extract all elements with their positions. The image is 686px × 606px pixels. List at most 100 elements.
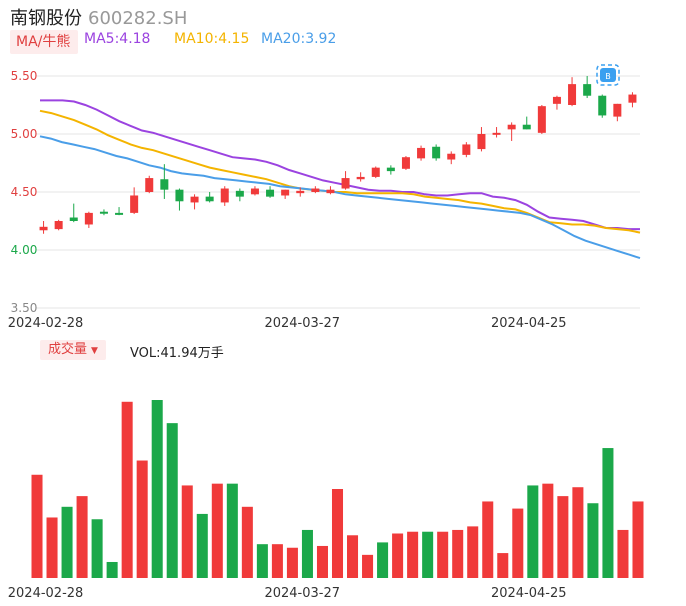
- candle-body: [447, 153, 456, 160]
- candle-body: [598, 95, 607, 116]
- volume-bar: [392, 533, 404, 578]
- candle-body: [341, 178, 350, 189]
- candle-body: [417, 147, 426, 159]
- candle-body: [628, 94, 637, 103]
- volume-bar: [437, 531, 449, 578]
- chart-badge-icon[interactable]: B: [596, 64, 620, 86]
- candle-body: [235, 190, 244, 197]
- candle-body: [145, 178, 154, 192]
- volume-bar: [617, 529, 629, 578]
- volume-bar: [572, 487, 584, 578]
- candle-body: [326, 189, 335, 194]
- volume-bar: [407, 531, 419, 578]
- ma5-line: [40, 99, 640, 231]
- price-y-tick-label: 5.00: [11, 127, 38, 141]
- candle-body: [281, 189, 290, 196]
- volume-bar: [166, 423, 178, 578]
- price-grid: [36, 75, 640, 309]
- candle-body: [552, 96, 561, 104]
- price-x-axis-labels: 2024-02-28 2024-03-27 2024-04-25: [8, 316, 567, 331]
- volume-bar: [181, 485, 193, 578]
- candle-body: [371, 167, 380, 177]
- volume-x-tick-label: 2024-04-25: [491, 586, 567, 601]
- volume-bar: [527, 485, 539, 578]
- volume-bar: [271, 544, 283, 578]
- volume-x-tick-label: 2024-03-27: [264, 586, 340, 601]
- price-x-tick-label: 2024-02-28: [8, 316, 84, 331]
- volume-bar: [602, 448, 614, 578]
- volume-bar: [106, 561, 118, 578]
- volume-bar: [211, 483, 223, 578]
- ma10-line: [39, 109, 641, 234]
- ma10-legend: MA10:4.15: [174, 31, 250, 47]
- volume-bar: [256, 544, 268, 578]
- volume-bar: [422, 531, 434, 578]
- volume-bar: [587, 503, 599, 578]
- candle-body: [401, 157, 410, 169]
- ma20-line: [39, 135, 641, 260]
- stock-name: 南钢股份: [10, 8, 82, 29]
- volume-x-axis-labels: 2024-02-28 2024-03-27 2024-04-25: [8, 586, 567, 601]
- volume-readout: VOL:41.94万手: [130, 346, 224, 361]
- volume-bar: [286, 547, 298, 578]
- volume-bar: [61, 506, 73, 578]
- candle-body: [507, 124, 516, 130]
- candle-body: [266, 189, 275, 197]
- volume-indicator-tab[interactable]: 成交量 ▼: [40, 340, 106, 360]
- volume-bar: [316, 545, 328, 578]
- volume-tab-label: 成交量: [48, 342, 88, 357]
- stock-code: 600282.SH: [88, 8, 188, 29]
- volume-bar: [557, 496, 569, 578]
- candle-body: [613, 103, 622, 117]
- candle-body: [115, 212, 124, 215]
- candle-body: [84, 212, 93, 225]
- candle-body: [250, 188, 259, 195]
- stock-title: 南钢股份 600282.SH: [10, 4, 187, 30]
- volume-bar: [362, 554, 374, 578]
- candle-body: [130, 195, 139, 213]
- candle-body: [356, 176, 365, 180]
- ma20-legend: MA20:3.92: [261, 31, 337, 47]
- candle-body: [160, 179, 169, 190]
- volume-bar: [482, 501, 494, 578]
- moving-average-lines: [39, 99, 641, 260]
- candle-body: [175, 189, 184, 202]
- volume-bar: [301, 529, 313, 578]
- price-y-tick-label: 5.50: [11, 69, 38, 83]
- candle-body: [477, 134, 486, 150]
- candle-body: [462, 144, 471, 155]
- volume-bar: [91, 519, 103, 578]
- price-x-tick-label: 2024-03-27: [264, 316, 340, 331]
- candle-body: [432, 146, 441, 159]
- volume-x-tick-label: 2024-02-28: [8, 586, 84, 601]
- volume-bar: [241, 506, 253, 578]
- candle-body: [583, 84, 592, 96]
- ma-indicator-tab[interactable]: MA/牛熊: [10, 30, 79, 54]
- candle-body: [492, 132, 501, 135]
- candle-body: [69, 217, 78, 221]
- volume-bar: [347, 535, 359, 578]
- volume-bar: [151, 400, 163, 578]
- candle-body: [99, 211, 108, 214]
- candle-body: [205, 196, 214, 202]
- candle-body: [568, 84, 577, 105]
- candle-body: [54, 221, 63, 230]
- volume-bar: [497, 553, 509, 578]
- price-x-tick-label: 2024-04-25: [491, 316, 567, 331]
- volume-bar: [46, 517, 58, 578]
- volume-bar: [226, 483, 238, 578]
- candlesticks: [39, 76, 637, 234]
- candle-body: [39, 226, 48, 231]
- ma5-legend: MA5:4.18: [84, 31, 151, 47]
- candle-body: [311, 188, 320, 192]
- volume-bars: [31, 400, 644, 578]
- volume-bar: [121, 401, 133, 578]
- volume-bar: [196, 513, 208, 578]
- caret-down-icon: ▼: [91, 346, 98, 356]
- candle-body: [386, 167, 395, 172]
- candle-body: [220, 188, 229, 203]
- svg-text:B: B: [605, 72, 611, 81]
- volume-bar: [542, 483, 554, 578]
- volume-bar: [632, 501, 644, 578]
- price-y-tick-label: 4.00: [11, 243, 38, 257]
